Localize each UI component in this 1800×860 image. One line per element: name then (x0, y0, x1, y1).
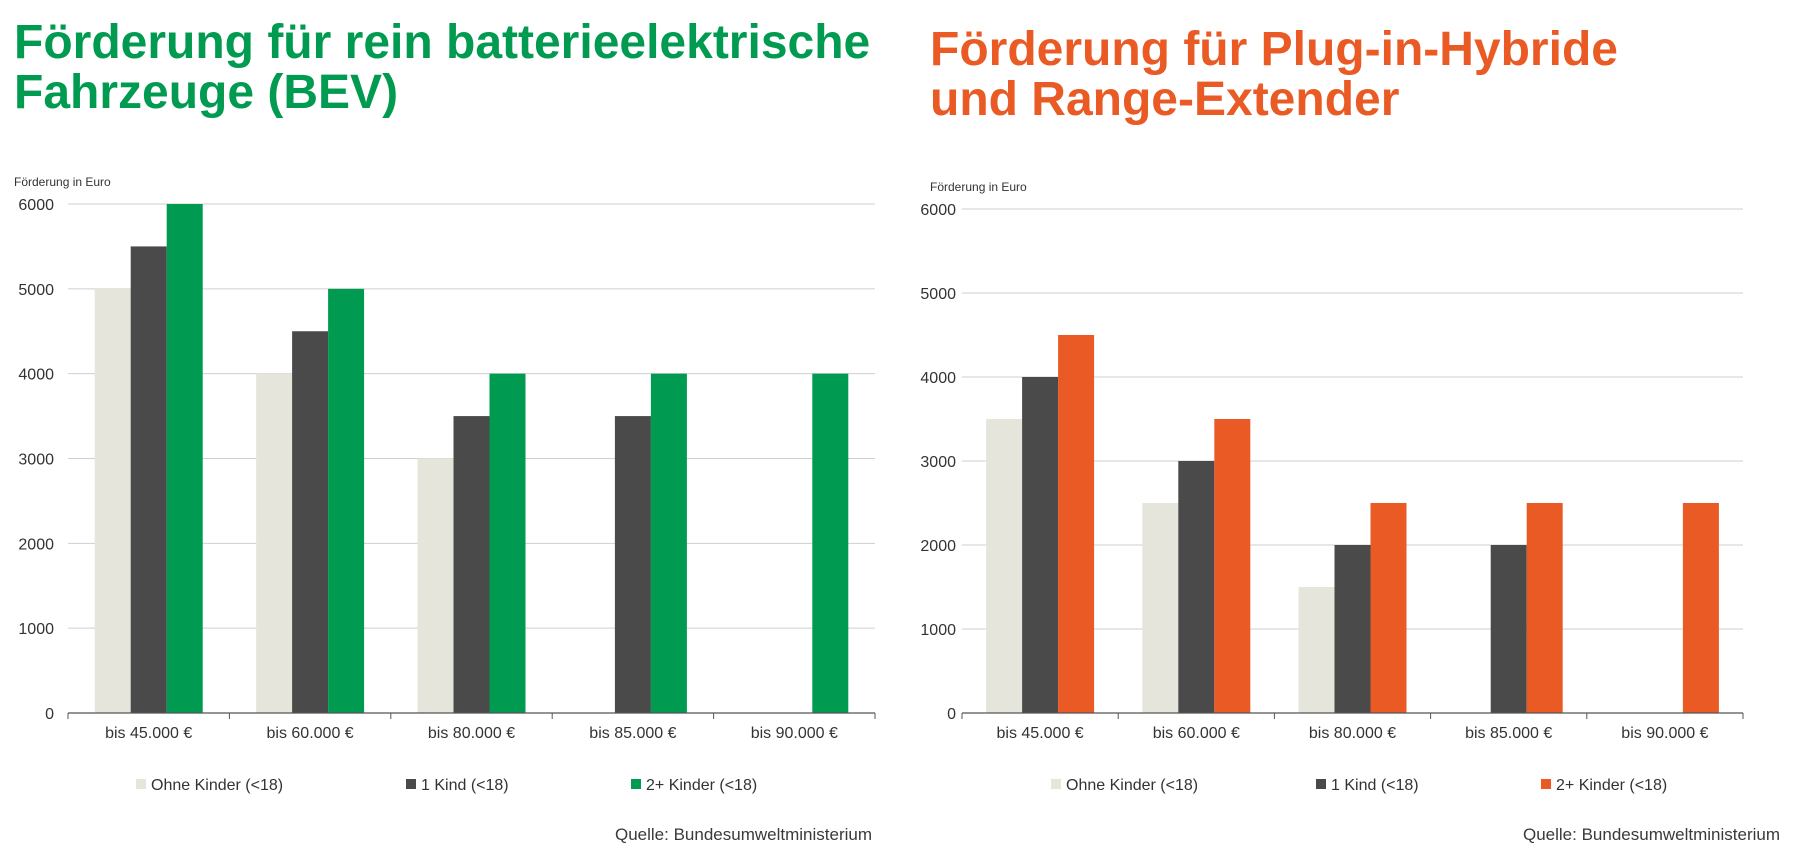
bev-bar (453, 416, 490, 713)
phev-bar (1298, 587, 1335, 713)
phev-legend-label: Ohne Kinder (<18) (1066, 777, 1198, 794)
phev-bar (1142, 503, 1179, 713)
bev-legend-swatch (136, 779, 146, 789)
bev-y-tick-label: 1000 (18, 621, 54, 638)
phev-bar-chart: Förderung in Euro 0 1000 2000 3000 4000 5000 60… (920, 180, 1744, 794)
phev-bar (1022, 377, 1059, 713)
phev-y-tick-label: 2000 (920, 538, 956, 555)
bev-legend-swatch (631, 779, 641, 789)
bev-y-tick-label: 0 (45, 706, 54, 723)
bev-x-tick-label: bis 80.000 € (428, 725, 515, 742)
phev-source-note: Quelle: Bundesumweltministerium (1523, 825, 1780, 844)
phev-y-tick-label: 3000 (920, 454, 956, 471)
bev-source-note: Quelle: Bundesumweltministerium (615, 825, 872, 844)
phev-bar (1682, 503, 1719, 713)
phev-x-tick-label: bis 85.000 € (1465, 725, 1552, 742)
phev-legend-label: 1 Kind (<18) (1331, 777, 1419, 794)
phev-legend-label: 2+ Kinder (<18) (1556, 777, 1667, 794)
bev-bar (94, 288, 131, 713)
phev-x-tick-label: bis 45.000 € (997, 725, 1084, 742)
phev-y-axis-label: Förderung in Euro (930, 180, 1027, 194)
bev-bar-chart: Förderung in Euro 0 1000 2000 3000 4000 5000 60… (14, 175, 876, 794)
bev-chart-title: Förderung für rein batterieelektrische F… (14, 16, 871, 119)
bev-bar (614, 416, 651, 713)
bev-bar (130, 246, 167, 713)
bev-legend-label: Ohne Kinder (<18) (151, 777, 283, 794)
phev-bar (1526, 503, 1563, 713)
phev-y-tick-label: 5000 (920, 286, 956, 303)
phev-chart-panel: Förderung für Plug-in-Hybride und Range-… (900, 0, 1800, 860)
bev-x-tick-label: bis 90.000 € (751, 725, 838, 742)
bev-y-tick-label: 5000 (18, 282, 54, 299)
phev-y-tick-label: 1000 (920, 622, 956, 639)
phev-legend-swatch (1316, 779, 1326, 789)
bev-y-tick-label: 6000 (18, 197, 54, 214)
phev-bar (1490, 545, 1527, 713)
bev-bar (812, 373, 849, 713)
phev-bar (986, 419, 1023, 713)
phev-legend-swatch (1541, 779, 1551, 789)
phev-x-tick-label: bis 80.000 € (1309, 725, 1396, 742)
bev-bar (166, 204, 203, 713)
phev-bar (1178, 461, 1215, 713)
bev-bar (328, 288, 365, 713)
bev-y-tick-label: 3000 (18, 452, 54, 469)
bev-bar (256, 373, 293, 713)
phev-legend-swatch (1051, 779, 1061, 789)
phev-bar (1334, 545, 1371, 713)
phev-bar (1058, 335, 1095, 713)
bev-y-tick-label: 4000 (18, 367, 54, 384)
phev-bar (1214, 419, 1251, 713)
bev-x-tick-label: bis 60.000 € (267, 725, 354, 742)
phev-bar (1370, 503, 1407, 713)
phev-x-tick-label: bis 60.000 € (1153, 725, 1240, 742)
bev-chart-panel: Förderung für rein batterieelektrische F… (14, 16, 876, 844)
bev-bar (417, 458, 454, 713)
bev-bar (489, 373, 526, 713)
bev-bar (292, 331, 329, 713)
phev-y-tick-label: 6000 (920, 202, 956, 219)
bev-x-tick-label: bis 45.000 € (105, 725, 192, 742)
phev-y-tick-label: 0 (947, 706, 956, 723)
phev-x-tick-label: bis 90.000 € (1621, 725, 1708, 742)
bev-legend-label: 2+ Kinder (<18) (646, 777, 757, 794)
bev-legend-swatch (406, 779, 416, 789)
phev-y-tick-label: 4000 (920, 370, 956, 387)
bev-y-tick-label: 2000 (18, 536, 54, 553)
bev-legend-label: 1 Kind (<18) (421, 777, 509, 794)
bev-y-axis-label: Förderung in Euro (14, 175, 111, 189)
phev-chart-title: Förderung für Plug-in-Hybride und Range-… (930, 23, 1618, 126)
bev-bar (650, 373, 687, 713)
bev-x-tick-label: bis 85.000 € (589, 725, 676, 742)
